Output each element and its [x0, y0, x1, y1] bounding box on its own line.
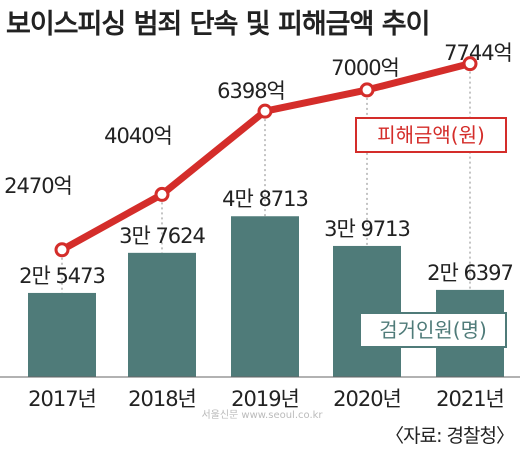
line-point-2021년 — [462, 56, 478, 72]
bar-2017년 — [28, 292, 96, 377]
legend-damage-label: 피해금액(원) — [377, 123, 485, 147]
bar-value-label: 2만 6397 — [427, 261, 513, 285]
bar-value-label: 3만 9713 — [324, 217, 410, 241]
x-tick-label: 2017년 — [28, 387, 96, 411]
line-point-2017년 — [54, 242, 70, 258]
x-tick-label: 2019년 — [231, 387, 299, 411]
line-value-label: 7744억 — [444, 41, 512, 65]
line-value-label: 4040억 — [104, 124, 172, 148]
bar-2019년 — [231, 216, 299, 377]
legend-arrests-label: 검거인원(명) — [379, 318, 487, 342]
bar-2020년 — [333, 245, 401, 377]
line-value-label: 2470억 — [4, 174, 72, 198]
source-note: 〈자료: 경찰청〉 — [385, 425, 514, 447]
x-tick-label: 2020년 — [333, 387, 401, 411]
bar-2018년 — [128, 252, 196, 377]
legend-damage-box — [355, 117, 507, 153]
x-tick-label: 2018년 — [128, 387, 196, 411]
line-point-2018년 — [154, 186, 170, 202]
x-tick-label: 2021년 — [436, 387, 504, 411]
bar-value-label: 4만 8713 — [222, 187, 308, 211]
line-point-2020년 — [359, 82, 375, 98]
bar-value-label: 3만 7624 — [119, 224, 205, 248]
watermark: 서울신문 www.seoul.co.kr — [201, 409, 323, 421]
legend-arrests-box — [359, 312, 507, 348]
line-point-2019년 — [257, 103, 273, 119]
bar-value-label: 2만 5473 — [19, 264, 105, 288]
line-value-label: 6398억 — [217, 79, 285, 103]
line-value-label: 7000억 — [331, 56, 399, 80]
chart-title: 보이스피싱 범죄 단속 및 피해금액 추이 — [6, 9, 430, 40]
